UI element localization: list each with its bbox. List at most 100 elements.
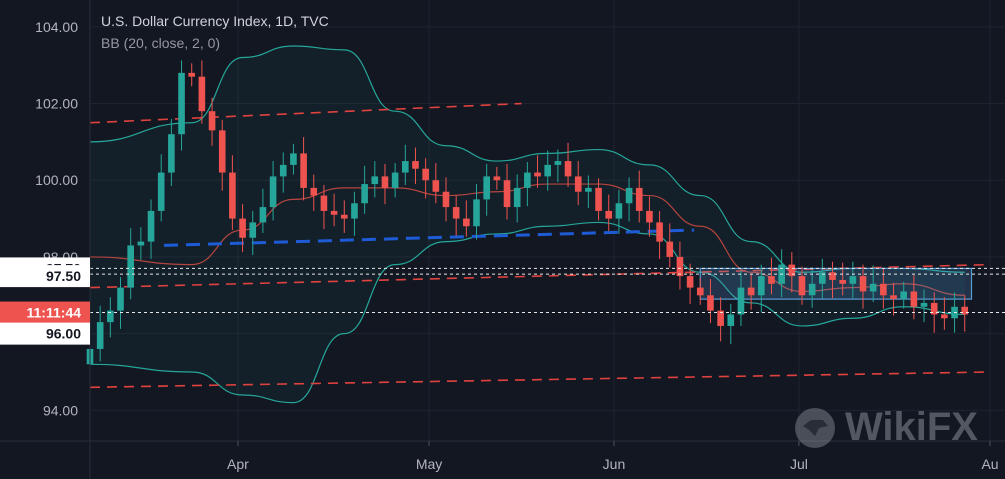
candle-body [168,134,175,173]
red-trend-line[interactable] [89,102,522,124]
candle [320,185,328,230]
candle [168,118,175,186]
candle [127,228,134,300]
red-trend-line[interactable] [89,371,991,389]
candle-body [198,76,206,112]
candle [391,162,399,198]
wikifx-logo-icon [795,407,835,448]
candle-body [320,195,328,211]
candle [107,297,114,338]
candle [707,278,714,324]
candle-body [727,314,735,326]
candle [686,263,694,304]
candle [310,174,318,211]
candle [178,60,185,151]
candle-body [452,207,460,219]
candle [330,193,338,227]
candle [920,289,928,323]
candle [880,268,887,309]
candle [96,305,104,362]
candle [147,199,155,259]
candle [819,258,826,300]
candle [381,163,389,205]
y-tick-label: 100.00 [35,172,78,188]
candle-body [849,276,857,284]
candle [788,252,796,293]
candle [605,194,613,232]
price-label: 97.50 [0,265,90,288]
candle [798,266,806,305]
candle-body [707,295,714,311]
candle-body [941,314,948,319]
candle [340,200,348,233]
watermark-text: WikiFX [845,405,978,449]
candle [351,191,358,236]
candle [727,303,735,345]
candle-body [534,172,541,177]
candle-body [351,203,358,219]
candle-body [808,283,816,296]
price-label-box [0,322,90,345]
candle [635,170,643,223]
price-label-box [0,265,90,288]
candle-body [666,241,674,257]
candle [249,210,257,256]
candle-body [564,161,572,177]
y-tick-label: 102.00 [35,96,78,112]
candle [656,210,663,259]
candle [117,277,124,329]
candle-body [442,191,450,208]
candle-body [798,276,806,296]
candle-body [239,218,246,238]
candle-body [188,72,196,77]
price-label-box [0,301,90,324]
candle-body [107,310,114,323]
chart-legend: U.S. Dollar Currency Index, 1D, TVC BB (… [101,10,329,54]
candle-body [493,176,501,181]
candle-body [686,276,694,288]
candle-body [930,302,938,315]
candle-body [829,272,836,280]
candle [941,297,948,330]
candle [768,257,775,295]
candle-body [880,283,887,296]
candle [757,264,765,313]
candle [585,175,592,209]
candle-body [463,218,470,227]
candle [432,162,440,204]
candle-body [279,164,287,177]
candle [849,261,857,299]
candle [524,162,531,207]
candle-body [585,187,592,192]
candle-body [402,161,409,173]
candle-body [859,276,867,292]
candle-body [371,176,379,185]
candle [402,144,409,186]
candle-body [615,203,623,219]
bollinger-lower [89,221,965,404]
candle-body [503,180,511,208]
candle [696,278,704,305]
candle-body [869,283,877,292]
candle [900,281,908,309]
candle [259,188,267,233]
candle [188,63,196,87]
candle [198,60,206,124]
candle-body [737,287,745,315]
candle [290,143,297,175]
candle-body [269,176,277,208]
candle-body [788,264,796,277]
x-tick-label: Au [981,456,998,472]
candle [493,166,501,190]
price-label-text: 11:11:44 [27,305,82,321]
price-label: 96.00 [0,322,90,345]
candle [229,155,236,231]
candle-body [473,199,480,227]
candle [157,154,165,222]
candle [554,149,562,183]
candle-body [961,306,969,315]
candle-body [747,287,755,296]
chart-grid [90,0,1005,441]
